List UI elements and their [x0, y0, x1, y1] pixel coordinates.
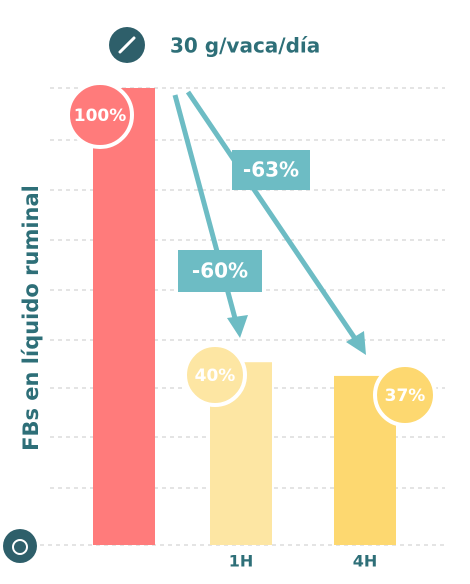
value-label: 37%	[385, 386, 426, 406]
title-icon	[109, 27, 145, 63]
arrows	[172, 90, 366, 355]
annotations: -60% -63%	[178, 150, 310, 292]
annotation: -60%	[192, 259, 248, 283]
bars: 100% 1H 40% 4H 37%	[66, 81, 437, 571]
value-label-badge	[183, 343, 247, 407]
chart-title: 30 g/vaca/día	[170, 34, 320, 58]
value-label: 100%	[74, 106, 127, 126]
value-label-badge	[373, 363, 437, 427]
value-label-badge	[66, 81, 134, 149]
clock-icon	[3, 529, 37, 563]
annotation-box	[178, 250, 262, 292]
annotation-box	[232, 150, 310, 190]
x-tick-label: 1H	[229, 552, 254, 571]
x-tick-label: 4H	[353, 552, 378, 571]
value-label: 40%	[195, 366, 236, 386]
annotation: -63%	[243, 158, 299, 182]
y-axis-label: FBs en líquido ruminal	[19, 185, 43, 451]
bar	[93, 88, 155, 545]
